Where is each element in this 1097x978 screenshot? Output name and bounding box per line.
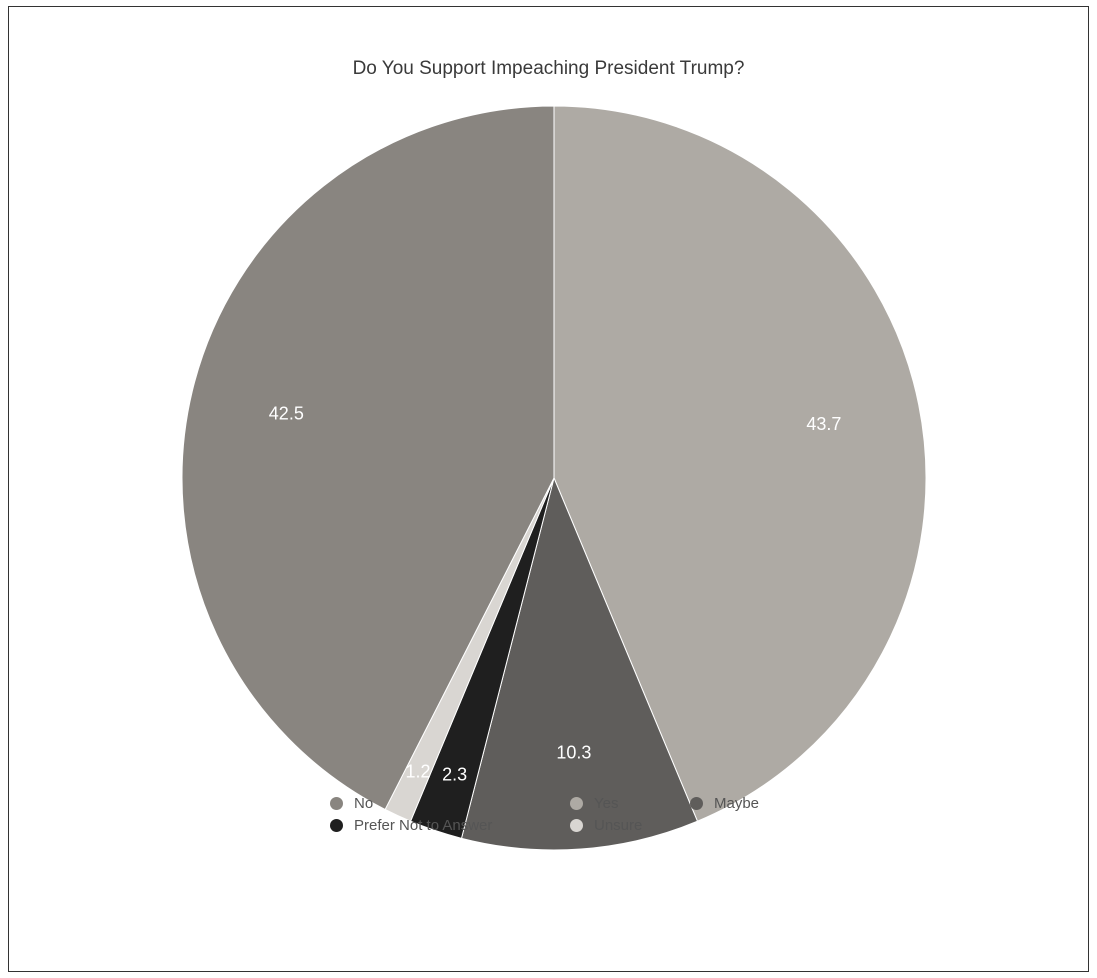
legend: No Yes Maybe Prefer Not to Answer Unsure [330,795,800,835]
legend-swatch-no [330,797,343,810]
legend-label-prefer-not-to-answer: Prefer Not to Answer [354,817,493,834]
pie-slice-maybe[interactable] [460,476,699,851]
legend-item-prefer-not-to-answer[interactable]: Prefer Not to Answer [330,817,492,834]
legend-swatch-unsure [570,819,583,832]
legend-item-no[interactable]: No [330,795,373,812]
slice-label-no: 42.5 [269,404,304,424]
legend-label-no: No [354,795,374,812]
legend-label-yes: Yes [594,795,619,812]
pie-slices [181,105,927,851]
legend-label-maybe: Maybe [714,795,760,812]
chart-title: Do You Support Impeaching President Trum… [352,58,745,79]
legend-swatch-prefer-not-to-answer [330,819,343,832]
slice-labels: 43.7 10.3 2.3 1.2 42.5 [269,404,842,785]
legend-swatch-yes [570,797,583,810]
legend-swatch-maybe [690,797,703,810]
legend-item-yes[interactable]: Yes [570,795,618,812]
slice-label-prefer-not-to-answer: 2.3 [442,764,467,784]
pie-slice-no[interactable] [181,105,555,811]
legend-item-maybe[interactable]: Maybe [690,795,759,812]
slice-label-maybe: 10.3 [556,743,591,763]
slice-label-yes: 43.7 [806,414,841,434]
legend-label-unsure: Unsure [594,817,643,834]
slice-label-unsure: 1.2 [406,762,431,782]
legend-item-unsure[interactable]: Unsure [570,817,642,834]
pie-slice-yes[interactable] [553,105,927,822]
